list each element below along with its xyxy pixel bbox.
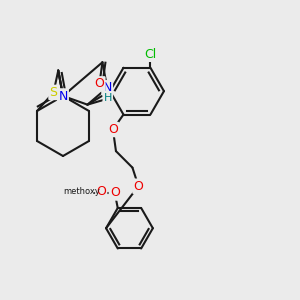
Text: H: H <box>103 93 112 103</box>
Text: N: N <box>58 89 68 103</box>
Text: O: O <box>134 180 143 193</box>
Text: S: S <box>50 86 58 99</box>
Text: N: N <box>103 81 112 94</box>
Text: Cl: Cl <box>144 48 157 61</box>
Text: O: O <box>94 77 104 90</box>
Text: O: O <box>110 187 120 200</box>
Text: O: O <box>96 185 106 198</box>
Text: O: O <box>108 123 118 136</box>
Text: methoxy: methoxy <box>63 187 100 196</box>
